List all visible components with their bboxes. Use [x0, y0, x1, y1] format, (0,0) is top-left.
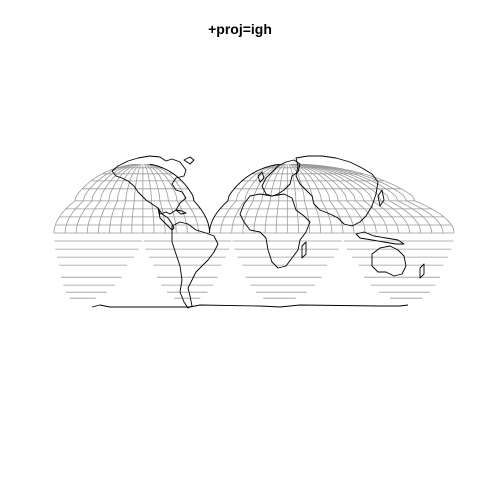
meridian-line: [144, 163, 166, 233]
coast-south-america: [171, 221, 219, 309]
coast-africa: [239, 193, 311, 269]
coast-asia: [295, 155, 379, 227]
meridian-line: [109, 163, 140, 233]
interruption-edges: [149, 163, 280, 234]
meridian-line: [298, 163, 399, 233]
coast-australia: [371, 245, 407, 277]
meridian-line: [300, 163, 422, 234]
coast-great-britain: [257, 171, 265, 183]
coast-madagascar: [301, 241, 307, 259]
meridian-line: [295, 163, 366, 233]
meridian-line: [303, 163, 444, 234]
coast-caribbean: [175, 209, 187, 215]
coast-new-zealand: [419, 263, 425, 279]
coast-greenland: [183, 156, 195, 165]
meridian-line: [304, 163, 455, 234]
meridian-line: [86, 163, 138, 234]
meridian-line: [242, 163, 283, 233]
coast-japan: [377, 189, 385, 207]
meridian-line: [291, 163, 333, 233]
meridian-line: [290, 163, 322, 234]
interruption-edge: [209, 163, 280, 233]
map-title: +proj=igh: [208, 21, 272, 37]
meridian-line: [294, 163, 355, 233]
meridian-line: [299, 163, 410, 234]
meridian-line: [297, 163, 388, 233]
meridian-line: [120, 163, 141, 233]
graticule: [53, 163, 455, 299]
coast-central-america: [157, 207, 175, 231]
coastlines: [91, 155, 425, 309]
meridian-line: [131, 164, 143, 233]
interruption-edge: [149, 163, 211, 234]
meridian-line: [98, 163, 139, 234]
meridian-line: [148, 163, 199, 233]
meridian-line: [75, 163, 137, 234]
meridian-line: [301, 163, 433, 234]
coast-north-america: [111, 155, 187, 215]
meridian-line: [231, 163, 282, 233]
coast-indonesia: [355, 231, 405, 245]
meridian-line: [220, 163, 281, 233]
meridian-line: [53, 163, 134, 234]
meridian-line: [296, 163, 377, 233]
meridian-line: [288, 164, 299, 233]
meridian-line: [146, 163, 177, 233]
meridian-line: [64, 163, 136, 234]
meridian-line: [275, 164, 287, 233]
meridian-line: [147, 163, 188, 233]
coast-antarctica: [91, 304, 409, 308]
meridian-line: [143, 164, 155, 233]
meridian-line: [264, 163, 286, 233]
meridian-line: [253, 163, 285, 233]
